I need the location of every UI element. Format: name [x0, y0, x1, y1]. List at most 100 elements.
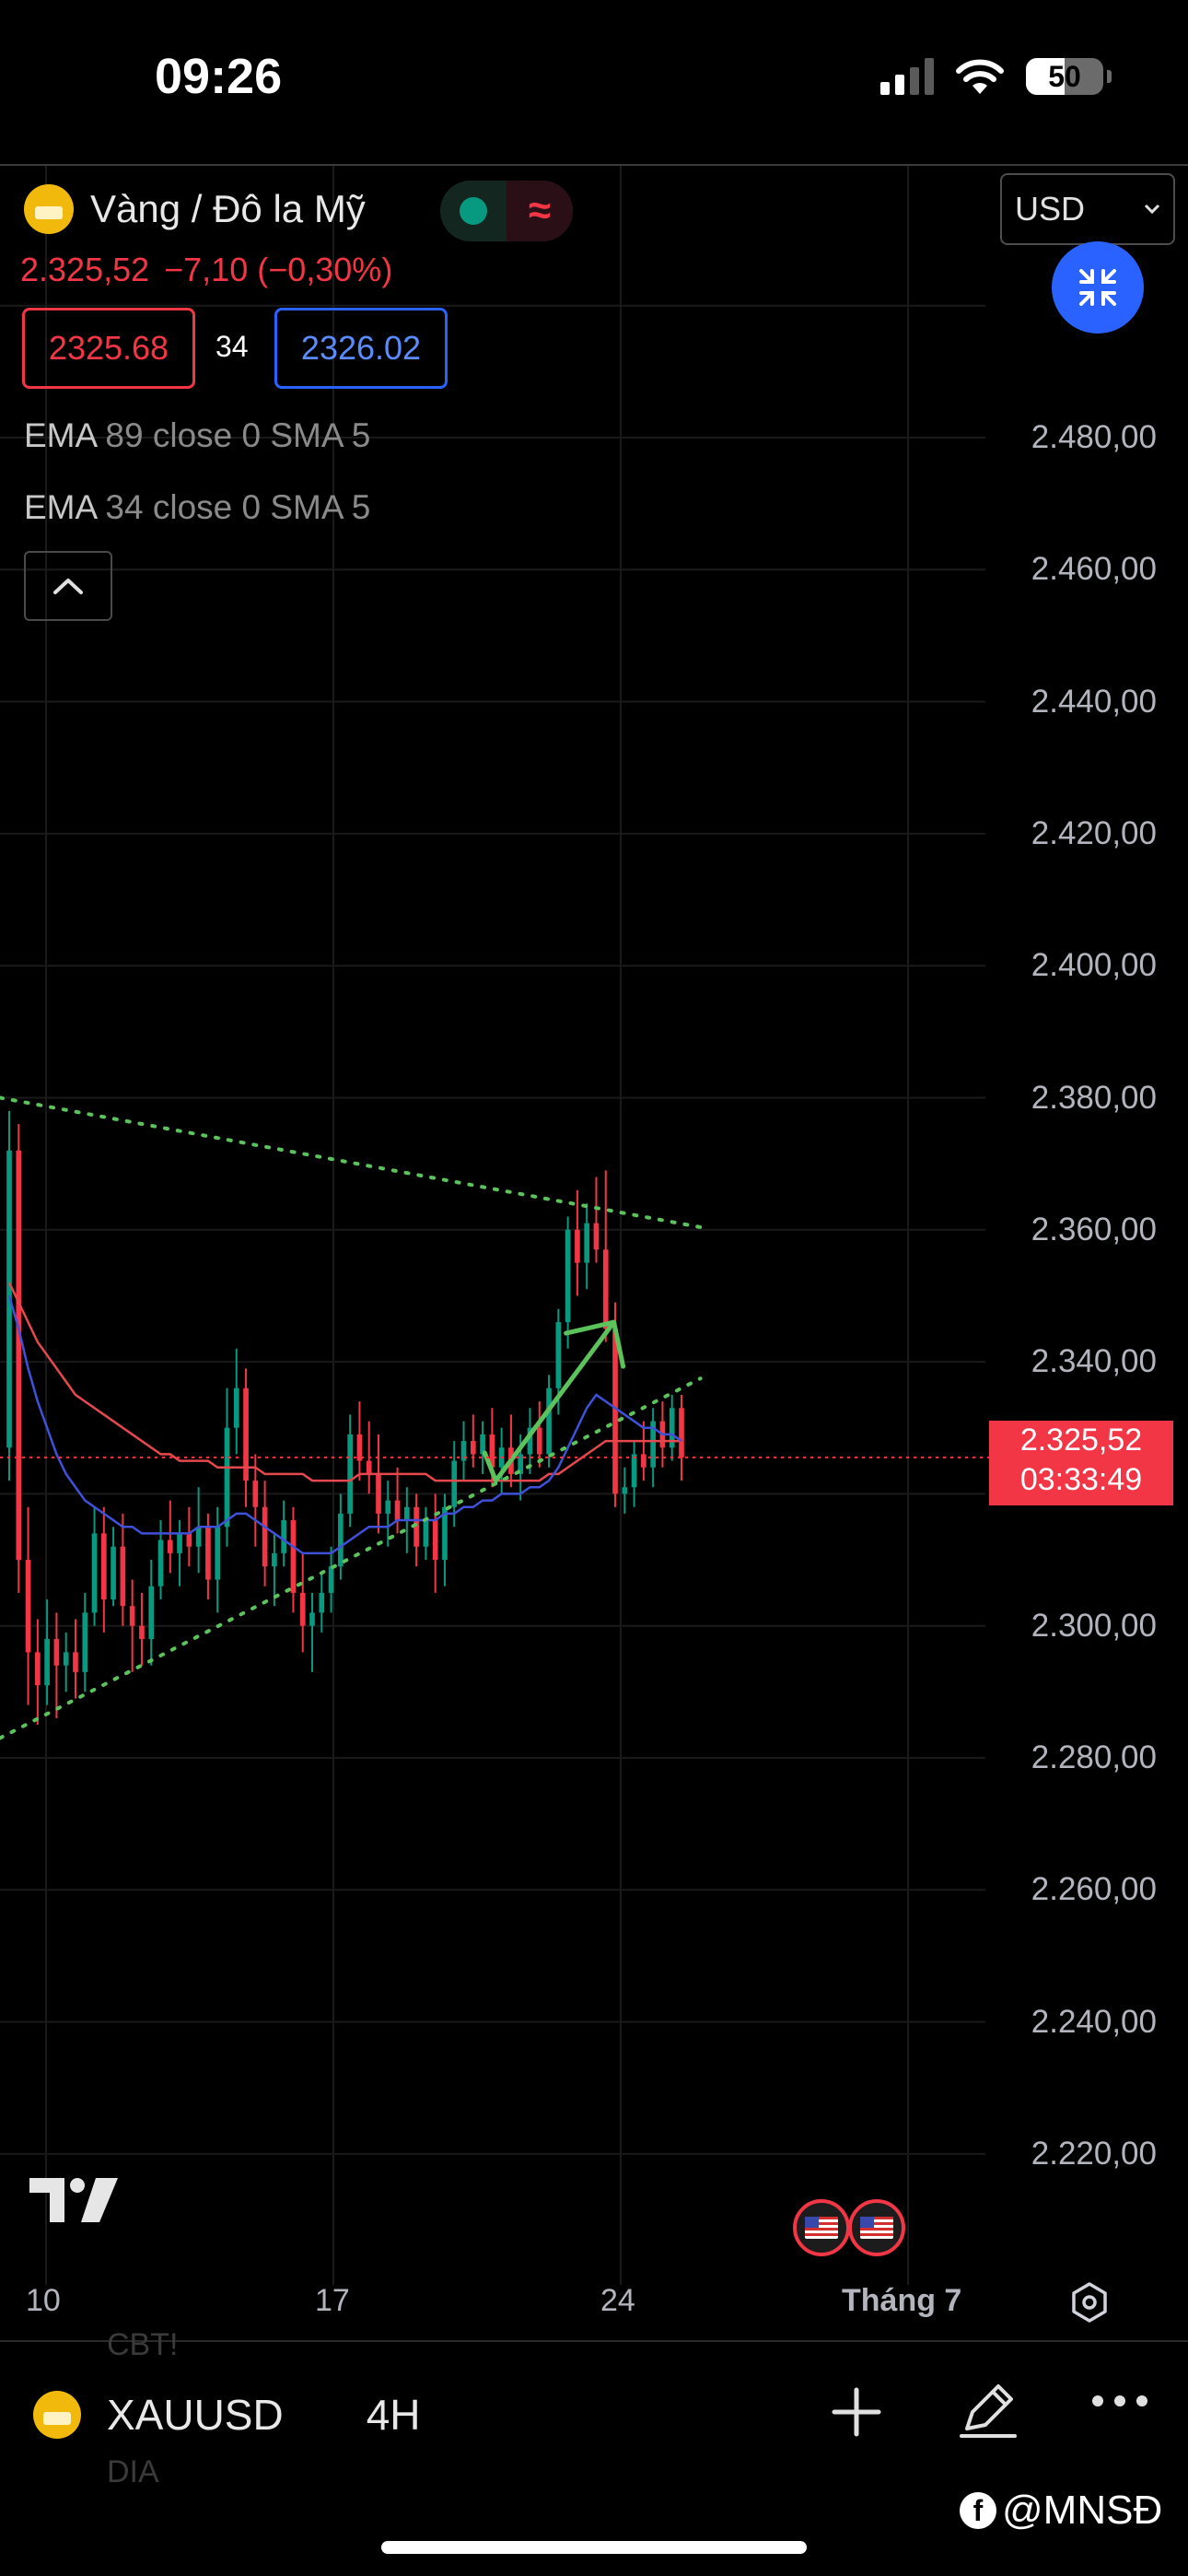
currency-value: USD [1015, 190, 1086, 228]
cellular-signal-icon [880, 58, 934, 95]
status-icons: 50 [880, 57, 1112, 96]
candle-body [157, 1540, 164, 1587]
candle-body [555, 1322, 562, 1388]
candle-body [593, 1223, 600, 1250]
faded-watchlist-item: CBT! [107, 2327, 179, 2362]
indicator-name: EMA [24, 416, 97, 454]
candle-body [536, 1427, 542, 1455]
candle-body [413, 1506, 419, 1547]
indicator-name: EMA [24, 488, 97, 526]
indicator-params: 34 close 0 SMA 5 [105, 488, 371, 526]
candle-body [622, 1487, 628, 1494]
delayed-data-icon: ≈ [507, 181, 573, 241]
price-tick: 2.460,00 [1031, 551, 1157, 588]
candle-body [650, 1421, 656, 1468]
candle-body [460, 1441, 467, 1461]
candle-body [25, 1560, 31, 1653]
price-line: 2.325,52 −7,10 (−0,30%) [20, 251, 392, 289]
candle-body [385, 1500, 391, 1514]
candle-body [82, 1612, 88, 1672]
collapse-legend-button[interactable] [24, 551, 112, 621]
us-flag-icon [805, 2217, 819, 2228]
watermark: f @MNSĐ [960, 2488, 1162, 2534]
tradingview-logo [29, 2178, 118, 2222]
price-tick: 2.300,00 [1031, 1607, 1157, 1644]
price-tick: 2.400,00 [1031, 947, 1157, 984]
candle-body [129, 1606, 135, 1626]
candle-body [167, 1540, 173, 1553]
candle-body [518, 1454, 524, 1474]
us-flag-icon [805, 2233, 838, 2236]
us-flag-icon [805, 2222, 838, 2225]
buy-button[interactable]: 2326.02 [274, 308, 448, 389]
time-tick: 24 [600, 2283, 635, 2318]
candle-body [489, 1434, 495, 1468]
candle-body [252, 1481, 259, 1507]
candle-body [356, 1434, 363, 1461]
drawing-tools-icon[interactable] [956, 2377, 1020, 2441]
symbol-header[interactable]: Vàng / Đô la Mỹ [24, 184, 366, 234]
price-change: −7,10 (−0,30%) [164, 251, 393, 288]
facebook-icon: f [960, 2492, 996, 2529]
candle-body [205, 1527, 211, 1580]
divider [0, 164, 1188, 166]
last-price: 2.325,52 [20, 251, 150, 288]
candle-body [281, 1520, 286, 1553]
exit-fullscreen-button[interactable] [1052, 241, 1144, 334]
us-flag-icon [860, 2217, 893, 2219]
battery-icon: 50 [1026, 58, 1112, 95]
price-tick: 2.420,00 [1031, 814, 1157, 851]
candle-body [423, 1520, 429, 1547]
us-flag-icon [805, 2228, 838, 2231]
market-status-pill[interactable]: ≈ [440, 181, 573, 241]
chart-settings-icon[interactable] [1068, 2281, 1111, 2324]
candle-body [612, 1329, 618, 1494]
candle-body [111, 1546, 116, 1600]
sell-button[interactable]: 2325.68 [22, 308, 195, 389]
candle-body [366, 1460, 372, 1474]
status-time: 09:26 [155, 49, 283, 104]
projection-arrow [482, 1319, 617, 1483]
candle-body [451, 1460, 458, 1507]
price-tick: 2.360,00 [1031, 1211, 1157, 1247]
candle-body [16, 1150, 22, 1561]
candle-body [319, 1592, 325, 1613]
wifi-icon [956, 59, 1004, 94]
indicator-params: 89 close 0 SMA 5 [105, 416, 371, 454]
candle-body [404, 1506, 410, 1521]
us-flag-icon [805, 2217, 838, 2219]
time-tick: 10 [26, 2283, 61, 2318]
candle-body [299, 1592, 306, 1626]
indicator-legend-ema89[interactable]: EMA 89 close 0 SMA 5 [24, 416, 370, 455]
add-icon[interactable] [827, 2383, 886, 2441]
currency-select[interactable]: USD [1000, 173, 1175, 245]
candle-body [35, 1652, 41, 1686]
candle-body [641, 1454, 646, 1468]
candle-body [100, 1533, 107, 1600]
candle-body [91, 1533, 98, 1613]
candle-body [338, 1513, 344, 1567]
candle-body [73, 1652, 78, 1672]
chevron-down-icon [1144, 204, 1160, 215]
gold-icon [24, 184, 74, 234]
candle-body [376, 1473, 381, 1514]
us-flag-icon [860, 2217, 874, 2228]
price-tick: 2.480,00 [1031, 419, 1157, 455]
candle-body [309, 1612, 315, 1626]
price-chart[interactable] [0, 166, 1188, 2340]
gold-icon [33, 2391, 81, 2439]
candle-body [186, 1533, 192, 1547]
chevron-up-icon [53, 579, 83, 594]
candle-body [575, 1229, 580, 1263]
lower-trendline [0, 1376, 703, 1740]
candle-body [565, 1229, 571, 1323]
more-options-icon[interactable] [1092, 2395, 1147, 2406]
watermark-text: @MNSĐ [1002, 2488, 1163, 2533]
home-indicator[interactable] [381, 2541, 807, 2554]
indicator-legend-ema34[interactable]: EMA 34 close 0 SMA 5 [24, 488, 370, 527]
candle-body [233, 1388, 239, 1428]
interval-button[interactable]: 4H [366, 2391, 421, 2439]
bar-countdown: 03:33:49 [1019, 1462, 1143, 1497]
symbol-selector[interactable]: XAUUSD 4H [33, 2390, 421, 2440]
candle-body [679, 1408, 684, 1458]
